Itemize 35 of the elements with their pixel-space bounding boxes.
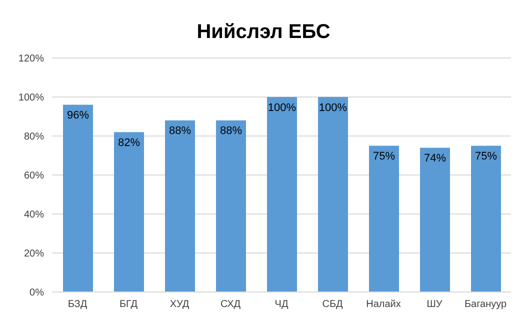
chart-title: Нийслэл ЕБС [196, 20, 332, 45]
data-label: 96% [66, 110, 90, 122]
y-tick-label: 80% [24, 132, 44, 143]
data-label: 75% [474, 150, 498, 163]
bar [369, 146, 399, 292]
x-tick-label: ЧД [274, 299, 288, 310]
y-tick-label: 60% [24, 170, 44, 182]
x-tick-label: Багануур [464, 299, 507, 310]
bar [63, 104, 93, 292]
data-label: 88% [220, 125, 242, 138]
x-tick-label: БЗД [68, 299, 88, 310]
y-tick-label: 100% [18, 92, 44, 104]
x-tick-label: ШУ [426, 299, 443, 310]
data-label: 82% [118, 136, 140, 149]
y-tick-label: 120% [18, 54, 44, 65]
data-label: 74% [424, 152, 446, 165]
bar [471, 146, 501, 292]
data-label: 88% [168, 125, 192, 138]
x-tick-label: Налайх [366, 299, 401, 310]
y-tick-label: 40% [24, 210, 44, 221]
y-tick-label: 0% [30, 288, 44, 299]
bar [165, 120, 195, 292]
data-label: 100% [268, 102, 296, 114]
x-tick-label: СХД [220, 299, 241, 310]
bar [420, 148, 450, 292]
data-label: 75% [372, 150, 396, 163]
bar [267, 97, 297, 292]
y-tick-label: 20% [24, 248, 44, 260]
x-tick-label: ХУД [170, 299, 190, 310]
x-tick-label: БГД [119, 299, 138, 310]
bar [216, 120, 246, 292]
x-tick-label: СБД [322, 299, 344, 310]
bar [114, 132, 144, 292]
data-label: 100% [318, 102, 348, 114]
bar [318, 97, 348, 292]
